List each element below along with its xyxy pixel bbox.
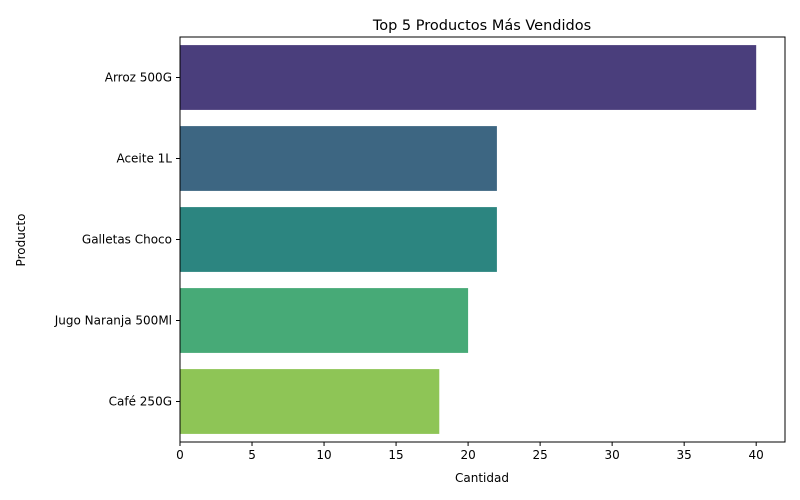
y-axis-title: Producto (14, 214, 28, 267)
x-tick-label: 0 (176, 448, 184, 462)
axes-frame (179, 36, 786, 443)
bar-jugo-naranja-500ml (180, 288, 469, 353)
bar-aceite-1l (180, 126, 497, 191)
y-tick-label: Café 250G (109, 395, 172, 409)
x-axis-title: Cantidad (455, 471, 509, 485)
y-axis-ticks: Arroz 500G Aceite 1L Galletas Choco Jugo Na… (54, 71, 180, 409)
bar-galletas-choco (180, 207, 497, 272)
y-tick-label: Arroz 500G (105, 71, 172, 85)
plot-frame (179, 36, 786, 443)
x-tick-label: 25 (532, 448, 547, 462)
y-tick-label: Galletas Choco (82, 233, 172, 247)
bar-caf-250g (180, 369, 440, 434)
y-tick-label: Jugo Naranja 500Ml (54, 314, 172, 328)
x-tick-label: 10 (316, 448, 331, 462)
bar-arroz-500g (180, 45, 757, 110)
x-tick-label: 30 (605, 448, 620, 462)
x-tick-label: 35 (677, 448, 692, 462)
x-tick-label: 15 (388, 448, 403, 462)
bars-group (180, 45, 757, 434)
x-tick-label: 40 (749, 448, 764, 462)
x-axis-ticks: 0 5 10 15 20 25 30 35 40 (176, 442, 764, 462)
chart-title: Top 5 Productos Más Vendidos (372, 18, 591, 34)
y-tick-label: Aceite 1L (116, 152, 172, 166)
x-tick-label: 20 (460, 448, 475, 462)
x-tick-label: 5 (248, 448, 256, 462)
